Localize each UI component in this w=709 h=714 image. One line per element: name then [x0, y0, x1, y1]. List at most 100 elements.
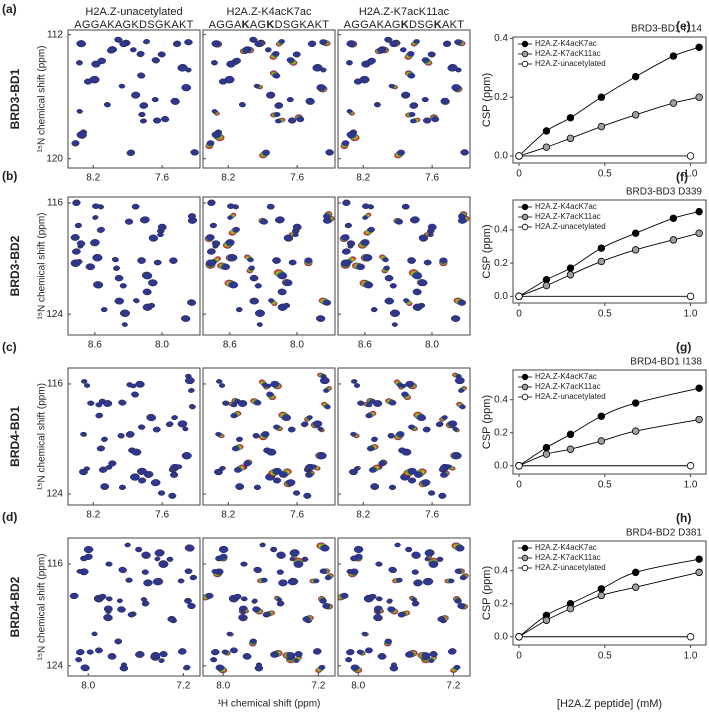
nmr-peak [114, 36, 122, 43]
nmr-peak [316, 315, 326, 322]
panel-label: (a) [2, 2, 17, 16]
nmr-peak [96, 402, 103, 408]
nmr-peak [72, 200, 81, 206]
nmr-peak [323, 388, 329, 393]
nmr-peak [341, 234, 350, 241]
row-label: BRD4-BD2 [8, 576, 22, 637]
nmr-peak [320, 377, 330, 385]
plot-frame [512, 199, 707, 304]
nmr-peak [302, 616, 311, 622]
nmr-peak [230, 647, 238, 653]
nmr-peak [411, 569, 419, 575]
nmr-peak [86, 649, 94, 655]
nmr-peak [448, 420, 458, 428]
nmr-peak [76, 109, 83, 114]
nmr-peak [289, 259, 297, 266]
nmr-peak [114, 638, 122, 644]
nmr-peak [131, 203, 140, 210]
nmr-peak [288, 117, 297, 124]
row-label: BRD3-BD2 [8, 235, 22, 296]
nmr-peak [303, 492, 312, 499]
nmr-peak [424, 259, 432, 266]
nmr-peak [458, 213, 466, 220]
nmr-peak [211, 60, 218, 66]
data-point [686, 152, 695, 160]
data-point [631, 229, 640, 237]
legend-label: H2A.Z-K4acK7ac [535, 39, 597, 48]
nmr-peak [310, 464, 317, 469]
panel-label: (h) [676, 511, 691, 525]
data-point [542, 281, 551, 290]
nmr-peak [383, 265, 390, 271]
data-point [695, 568, 703, 577]
nmr-peak [182, 426, 188, 431]
nmr-peak [219, 383, 226, 388]
nmr-peak [313, 420, 323, 428]
nmr-peak [215, 664, 225, 671]
nmr-peak [414, 471, 423, 478]
nmr-peak [185, 377, 195, 385]
nmr-peak [357, 400, 365, 406]
nmr-peak [170, 97, 180, 105]
nmr-peak [283, 234, 293, 242]
nmr-peak [345, 222, 352, 228]
legend-label: H2A.Z-unacetylated [535, 392, 606, 401]
spectrum-peaks [70, 199, 198, 327]
nmr-peak [158, 490, 166, 496]
panel-label: (e) [676, 19, 691, 33]
y-tick-label: 124 [46, 309, 63, 320]
sequence-part: K [266, 19, 274, 31]
nmr-peak [152, 578, 163, 586]
legend-marker [521, 383, 529, 391]
nmr-peak [367, 57, 376, 64]
data-point [631, 111, 640, 119]
nmr-peak [261, 577, 268, 583]
legend-label: H2A.Z-unacetylated [535, 222, 606, 231]
x-tick-label: 7.2 [446, 681, 460, 692]
nmr-peak [113, 265, 120, 271]
nmr-peak [175, 464, 182, 469]
nmr-peak [181, 315, 191, 322]
spectrum-frame [202, 29, 336, 169]
nmr-peak [138, 424, 145, 430]
nmr-peak [377, 47, 386, 54]
nmr-peak [356, 649, 364, 655]
nmr-peak [401, 448, 411, 456]
nmr-peak [144, 471, 153, 478]
nmr-peak [429, 651, 438, 658]
nmr-peak [225, 239, 235, 246]
nmr-peak [232, 57, 241, 64]
nmr-peak [460, 149, 469, 156]
data-point [566, 264, 575, 272]
nmr-peak [112, 257, 119, 263]
nmr-peak [294, 651, 303, 658]
data-point [542, 127, 551, 135]
nmr-peak [346, 240, 355, 247]
nmr-peak [455, 377, 465, 385]
nmr-peak [249, 638, 257, 644]
nmr-peak [351, 379, 358, 384]
nmr-peak [243, 460, 252, 467]
sequence-part: K [434, 19, 442, 31]
nmr-peak [360, 239, 370, 246]
nmr-peak [277, 272, 288, 280]
x-tick-label: 8.2 [221, 173, 235, 184]
data-point [695, 43, 703, 51]
x-tick-label: 7.2 [311, 681, 325, 692]
nmr-peak [382, 257, 389, 263]
spectrum-frame [67, 537, 201, 677]
panel-label: (b) [2, 169, 17, 183]
nmr-peak [459, 575, 467, 581]
spectrum-peaks [71, 36, 199, 156]
y-axis-label: CSP (ppm) [481, 566, 493, 620]
nmr-peak [346, 109, 353, 114]
nmr-peak [388, 400, 397, 406]
nmr-peak [454, 39, 462, 45]
y-axis-label: ¹⁵N chemical shift (ppm) [37, 46, 48, 153]
nmr-peak [359, 75, 370, 83]
nmr-peak [391, 662, 397, 667]
nmr-peak [151, 479, 161, 486]
nmr-peak [350, 664, 360, 671]
nmr-peak [80, 555, 88, 561]
nmr-peak [105, 609, 111, 614]
